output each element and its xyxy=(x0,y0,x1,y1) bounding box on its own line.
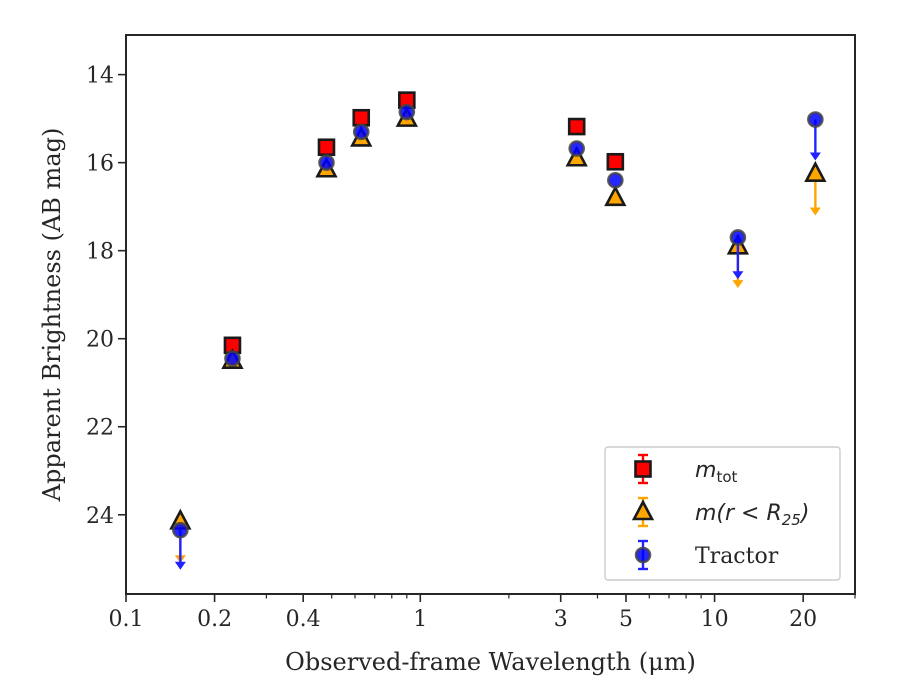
x-tick-label: 10 xyxy=(701,607,729,632)
data-point xyxy=(352,123,370,141)
data-point xyxy=(318,154,335,171)
legend-entry: mtot xyxy=(634,453,737,486)
data-point xyxy=(607,171,624,189)
x-axis-label: Observed-frame Wavelength (μm) xyxy=(285,648,696,676)
data-point xyxy=(317,138,336,157)
x-tick-label: 0.1 xyxy=(109,607,144,632)
data-point xyxy=(807,111,824,128)
y-tick-label: 22 xyxy=(86,416,114,441)
legend-marker xyxy=(634,546,652,564)
upper-limit-arrowhead xyxy=(174,561,186,570)
data-point xyxy=(172,521,189,539)
upper-limit-arrowhead xyxy=(809,207,821,216)
legend-label: Tractor xyxy=(695,544,779,569)
y-tick-label: 18 xyxy=(86,240,114,265)
data-point xyxy=(729,229,747,246)
legend-entry: Tractor xyxy=(634,539,779,571)
x-tick-label: 1 xyxy=(413,607,427,632)
data-point xyxy=(224,350,241,367)
y-axis-label: Apparent Brightness (AB mag) xyxy=(38,128,66,503)
y-tick-label: 20 xyxy=(86,328,114,353)
y-tick-label: 24 xyxy=(86,504,114,529)
legend-box xyxy=(604,446,841,581)
legend-marker xyxy=(631,499,655,521)
legend-marker xyxy=(634,460,652,478)
x-tick-label: 20 xyxy=(789,607,817,632)
upper-limit-arrowhead xyxy=(809,152,821,161)
legend-label: m(r < R25) xyxy=(695,501,809,529)
data-point xyxy=(567,117,586,136)
upper-limit-arrowhead xyxy=(732,280,744,289)
data-point xyxy=(604,185,627,207)
legend-label: mtot xyxy=(695,458,737,486)
plot-frame xyxy=(125,34,856,595)
series-3 xyxy=(172,103,824,570)
x-tick-label: 5 xyxy=(619,607,633,632)
legend-entry: m(r < R25) xyxy=(631,496,809,529)
data-point xyxy=(568,140,586,157)
plot-layer xyxy=(169,91,827,570)
y-tick-label: 14 xyxy=(86,64,114,89)
axes-layer: 0.1 0.2 0.4 1 3 5 10 20 14 16 18 20 22 24 xyxy=(86,34,856,632)
data-point xyxy=(606,152,625,171)
data-point xyxy=(352,108,371,127)
x-tick-label: 0.4 xyxy=(286,607,321,632)
data-point xyxy=(398,103,416,121)
upper-limit-arrowhead xyxy=(732,271,744,280)
data-point xyxy=(804,160,827,182)
y-tick-label: 16 xyxy=(86,152,114,177)
legend: mtot m(r < R25) Tractor xyxy=(604,446,841,581)
x-tick-label: 3 xyxy=(554,607,568,632)
series-1 xyxy=(223,91,625,355)
x-tick-label: 0.2 xyxy=(197,607,232,632)
